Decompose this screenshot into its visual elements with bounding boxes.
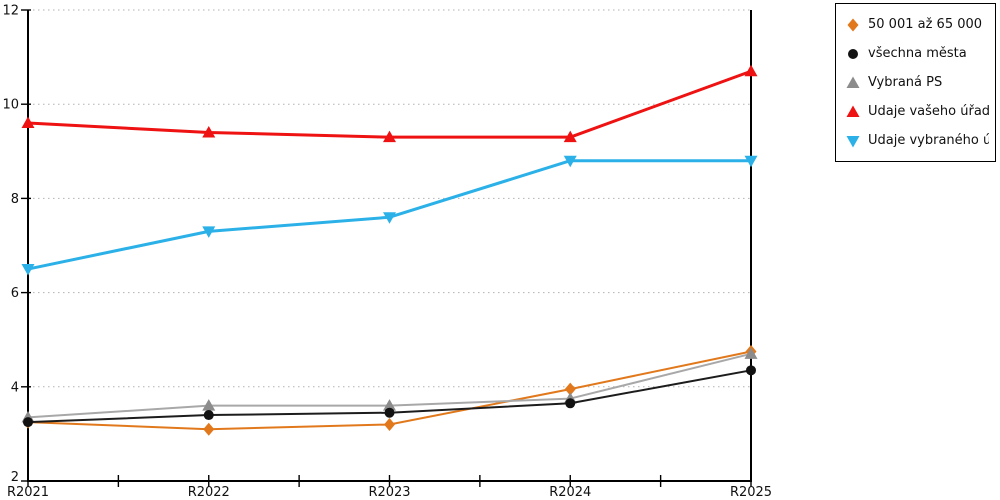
- y-tick-label: 10: [2, 98, 19, 113]
- data-point-marker: [744, 347, 758, 359]
- x-tick-label: R2021: [7, 485, 49, 500]
- legend-label: Vybraná PS: [868, 75, 943, 90]
- data-point-marker: [384, 407, 395, 418]
- data-point-marker: [383, 130, 396, 143]
- y-tick-label: 2: [11, 470, 19, 485]
- data-point-marker: [383, 212, 396, 224]
- x-tick-label: R2023: [368, 485, 410, 500]
- legend-marker: [848, 48, 858, 59]
- legend-label: Údaje vašeho úřadu: [868, 104, 989, 119]
- data-point-marker: [744, 155, 758, 168]
- data-point-marker: [202, 399, 216, 411]
- legend-label: všechna města: [868, 46, 967, 61]
- data-point-marker: [202, 226, 216, 238]
- data-point-marker: [383, 399, 396, 411]
- diamond-icon: [847, 18, 859, 31]
- y-tick-label: 12: [2, 4, 19, 19]
- data-point-marker: [744, 64, 758, 77]
- circle-icon: [848, 48, 858, 59]
- legend-item-0[interactable]: 50 001 až 65 000: [845, 10, 989, 39]
- y-tick-label: 8: [11, 192, 19, 207]
- data-point-marker: [21, 264, 35, 276]
- data-point-marker: [202, 125, 216, 138]
- legend: 50 001 až 65 000 všechna města Vybraná PS Ú…: [835, 3, 996, 162]
- data-point-marker: [563, 155, 577, 168]
- x-tick-label: R2024: [549, 485, 591, 500]
- legend-item-1[interactable]: všechna města: [845, 39, 989, 68]
- x-tick-label: R2022: [188, 485, 230, 500]
- legend-label: Údaje vybraného úřadu: [868, 133, 989, 148]
- data-point-marker: [23, 417, 33, 428]
- y-tick-label: 4: [11, 380, 19, 395]
- legend-item-3[interactable]: Údaje vašeho úřadu: [845, 97, 989, 126]
- data-point-marker: [565, 398, 576, 409]
- data-point-marker: [563, 130, 577, 143]
- legend-marker: [846, 105, 860, 117]
- data-point-marker: [564, 382, 576, 396]
- legend-item-4[interactable]: Údaje vybraného úřadu: [845, 126, 989, 155]
- data-point-marker: [203, 422, 215, 436]
- legend-marker: [846, 76, 860, 88]
- data-point-marker: [21, 116, 35, 129]
- legend-marker: [846, 135, 860, 147]
- series-4: [21, 155, 758, 276]
- legend-label: 50 001 až 65 000: [868, 17, 983, 32]
- triangle-up-icon: [846, 76, 860, 88]
- legend-item-2[interactable]: Vybraná PS: [845, 68, 989, 97]
- triangle-up-icon: [846, 105, 860, 117]
- data-point-marker: [746, 365, 756, 376]
- triangle-down-icon: [846, 135, 860, 147]
- data-point-marker: [203, 410, 214, 421]
- data-point-marker: [384, 417, 395, 431]
- series-3: [21, 64, 758, 143]
- legend-marker: [847, 18, 859, 31]
- x-tick-label: R2025: [730, 485, 772, 500]
- y-tick-label: 6: [11, 286, 19, 301]
- series-1: [23, 365, 756, 428]
